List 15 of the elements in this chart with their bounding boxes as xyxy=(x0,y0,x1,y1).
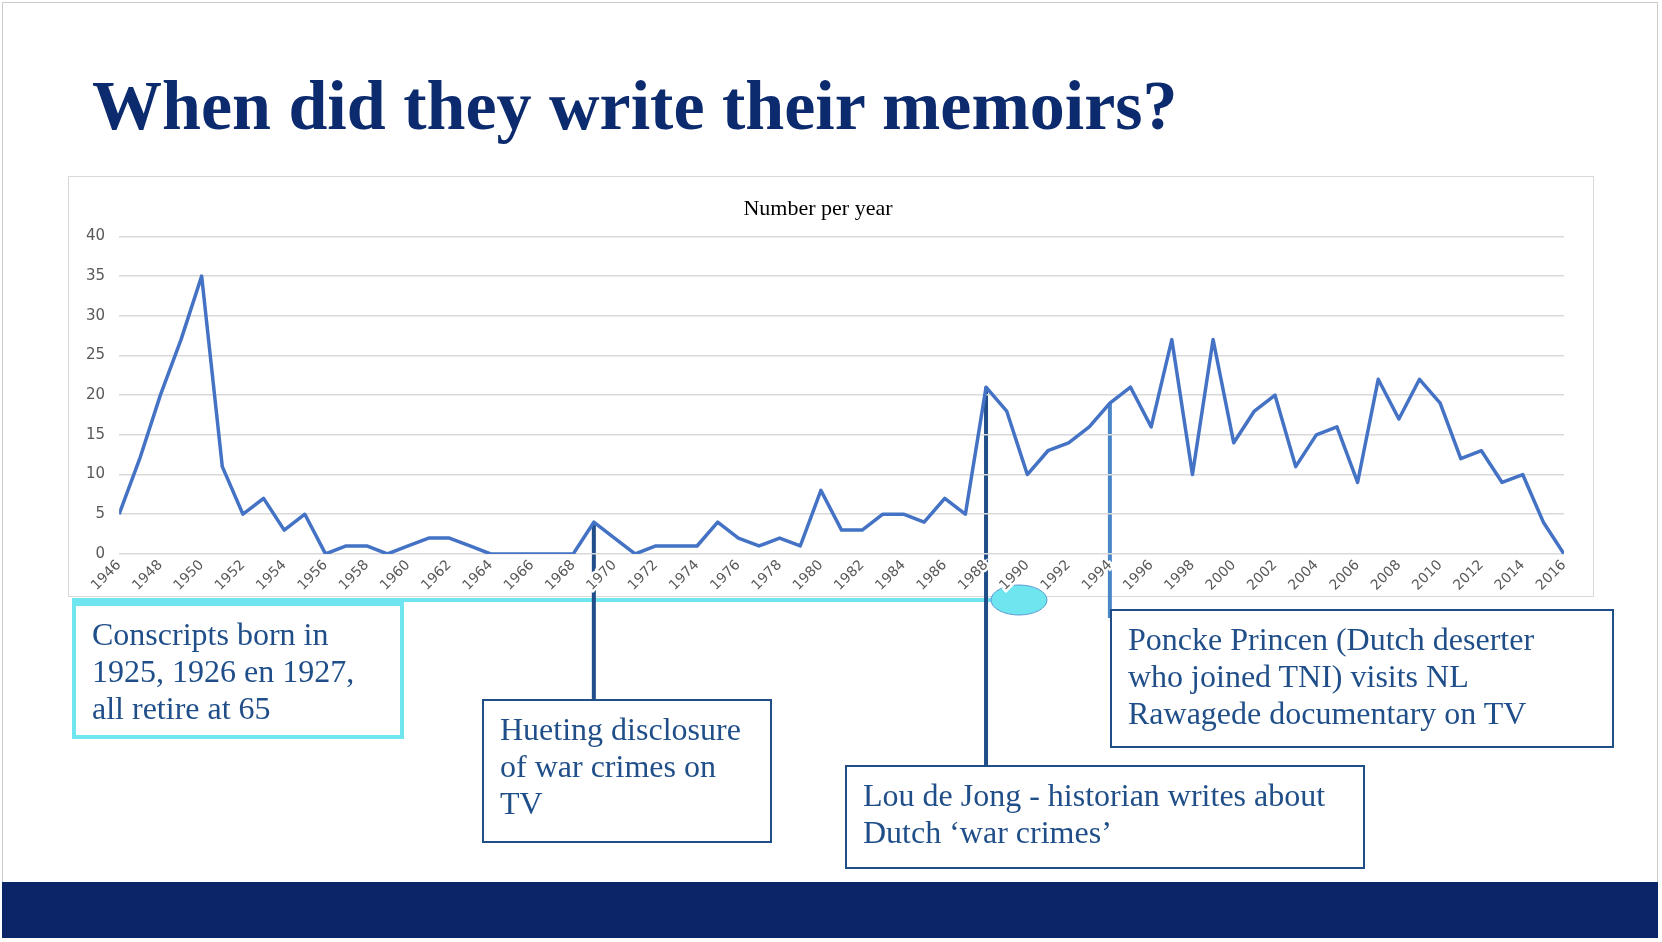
y-tick-label: 40 xyxy=(85,226,106,245)
y-tick-label: 10 xyxy=(85,464,106,483)
annotation: Poncke Princen (Dutch deserter who joined TNI) visits NL Rawagede documentary on TV xyxy=(1110,609,1614,748)
y-tick-label: 5 xyxy=(95,504,106,523)
annotation: Hueting disclosure of war crimes on TV xyxy=(482,699,772,843)
y-tick-label: 20 xyxy=(85,385,106,404)
y-tick-label: 30 xyxy=(85,305,106,324)
chart-title: When did they write their memoirs? xyxy=(92,66,1178,146)
y-tick-label: 0 xyxy=(95,543,106,562)
y-tick-label: 35 xyxy=(85,265,106,284)
y-tick-label: 15 xyxy=(85,424,106,443)
annotation: Lou de Jong - historian writes about Dutch ‘war crimes’ xyxy=(845,765,1365,869)
text: Conscripts born in 1925, 1926 en 1927, all retire at 65 xyxy=(72,602,404,739)
y-tick-label: 25 xyxy=(85,345,106,364)
chart-subtitle: Number per year xyxy=(743,194,894,220)
